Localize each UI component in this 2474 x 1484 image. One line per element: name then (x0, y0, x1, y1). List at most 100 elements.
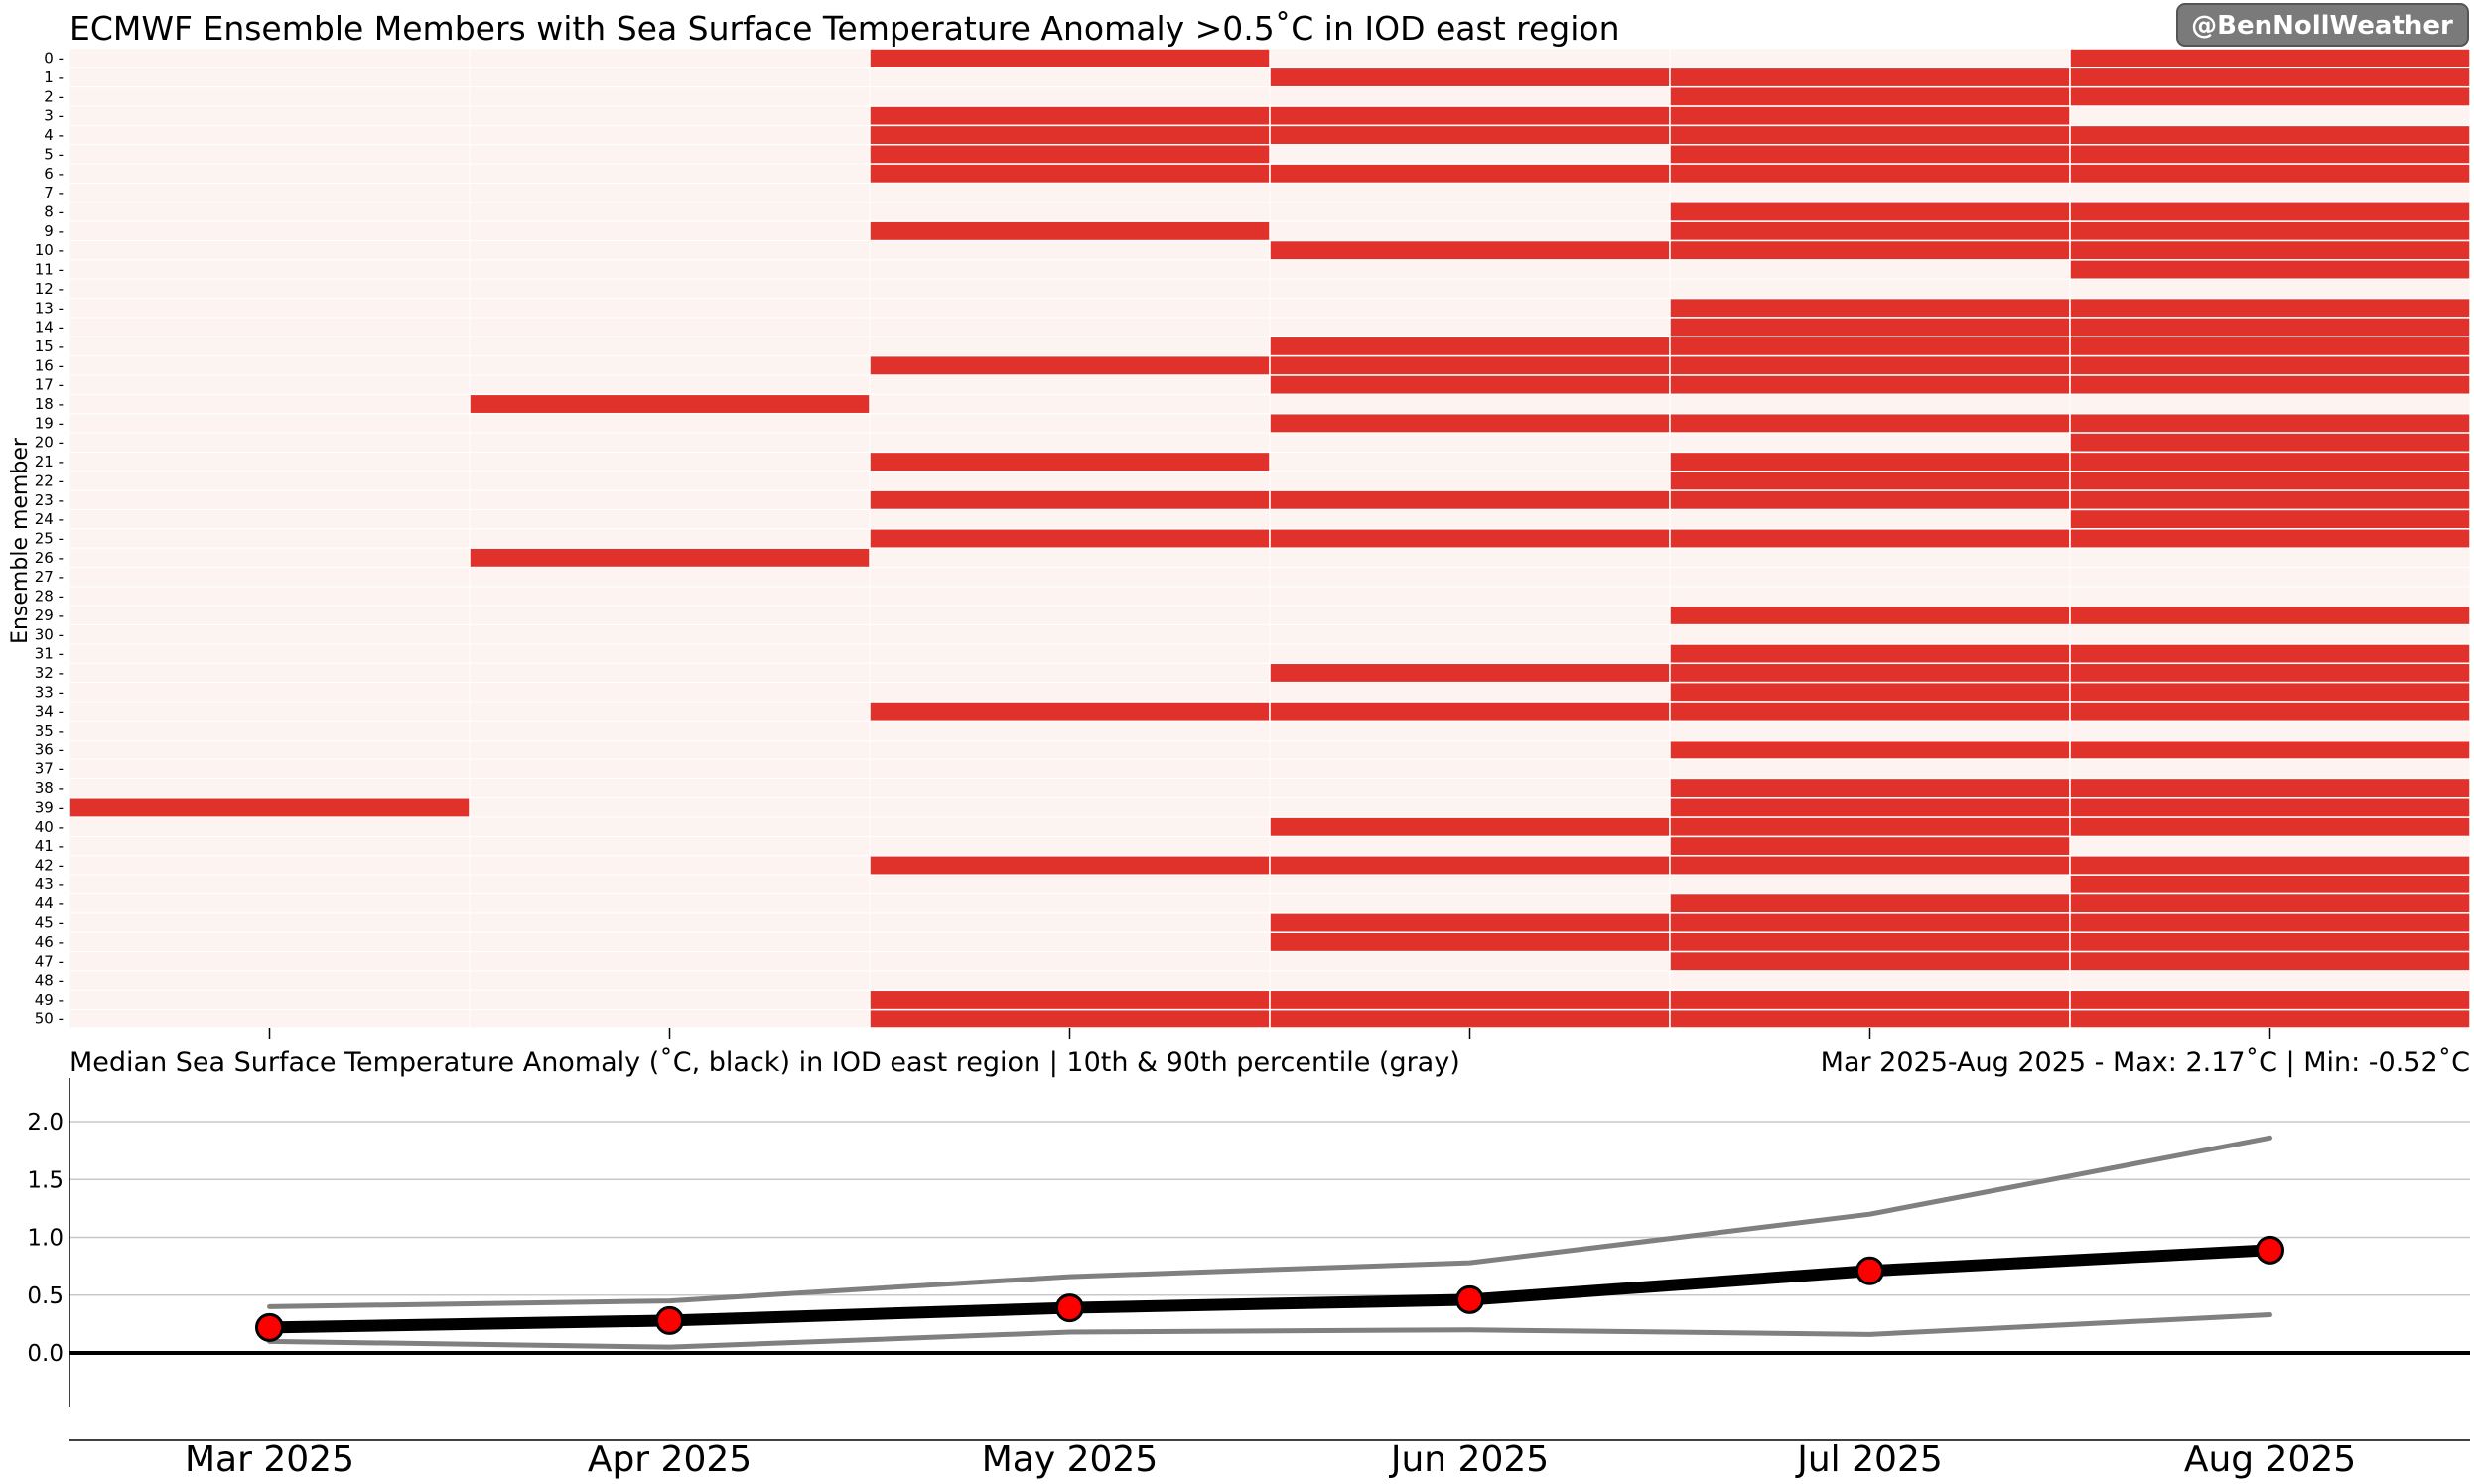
heatmap-cell (869, 298, 1271, 319)
heatmap-cell-exceed (1669, 124, 2071, 146)
heatmap-cell (1269, 86, 1671, 107)
heatmap-cell-exceed (1669, 931, 2071, 953)
heatmap-cell-exceed (869, 528, 1271, 549)
member-tick-label: 23 - (35, 491, 64, 509)
heatmap-cell (469, 278, 871, 300)
heatmap-cell-exceed (1269, 701, 1671, 723)
heatmap-cell (69, 624, 471, 645)
heatmap-cell (1269, 624, 1671, 645)
member-tick-label: 29 - (35, 607, 64, 624)
heatmap-cell (69, 912, 471, 933)
heatmap-cell (2069, 624, 2471, 645)
heatmap-cell (869, 835, 1271, 857)
heatmap-cell-exceed (2069, 317, 2471, 338)
heatmap-cell (2069, 720, 2471, 742)
heatmap-cell-exceed (2069, 67, 2471, 88)
heatmap-cell (69, 471, 471, 491)
heatmap-cell (469, 816, 871, 837)
member-tick-label: 24 - (35, 510, 64, 528)
heatmap-cell (1269, 278, 1671, 300)
heatmap-cell-exceed (1269, 354, 1671, 376)
heatmap-cell (469, 259, 871, 280)
line-ytick-labels: 0.0 0.5 1.0 1.5 2.0 (27, 1110, 64, 1367)
member-tick-label: 20 - (35, 434, 64, 452)
heatmap-cell (69, 586, 471, 607)
member-tick-label: 8 - (44, 203, 64, 221)
member-tick-label: 4 - (44, 126, 64, 144)
heatmap-cell (69, 567, 471, 588)
heatmap-cell (69, 951, 471, 972)
heatmap-cell (869, 259, 1271, 280)
heatmap-cell-exceed (869, 124, 1271, 146)
heatmap-cell (869, 740, 1271, 760)
member-tick-label: 37 - (35, 760, 64, 778)
heatmap-cell (69, 508, 471, 530)
badge: @BenNollWeather (2176, 3, 2469, 47)
heatmap-cell-exceed (2069, 777, 2471, 799)
heatmap-cell-exceed (2069, 912, 2471, 933)
heatmap-cell-exceed (1269, 855, 1671, 876)
line-xtick-label: Apr 2025 (588, 1439, 752, 1480)
heatmap-cell (469, 144, 871, 165)
heatmap-cell-exceed (2069, 163, 2471, 185)
heatmap-cell (469, 1009, 871, 1029)
heatmap-cell (469, 105, 871, 126)
heatmap-cell (2069, 278, 2471, 300)
heatmap-cell-exceed (2069, 874, 2471, 895)
heatmap-cell-exceed (2069, 931, 2471, 953)
heatmap-cell-exceed (1269, 374, 1671, 396)
heatmap-cell (1669, 48, 2071, 68)
heatmap-cell-exceed (869, 163, 1271, 185)
heatmap-cell-exceed (1669, 354, 2071, 376)
heatmap-cell (469, 720, 871, 742)
heatmap-cell-exceed (1269, 412, 1671, 434)
heatmap-cell-exceed (2069, 354, 2471, 376)
heatmap-cell (869, 816, 1271, 837)
heatmap-cell (1269, 182, 1671, 203)
heatmap-cell (469, 605, 871, 626)
line-xtick-label: Jul 2025 (1795, 1439, 1943, 1480)
heatmap-cell (869, 643, 1271, 664)
heatmap-cell (1269, 317, 1671, 337)
member-tick-label: 50 - (35, 1010, 64, 1027)
heatmap-cell-exceed (1669, 374, 2071, 396)
heatmap-cell-exceed (869, 989, 1271, 1011)
heatmap-cell-exceed (1669, 643, 2071, 665)
heatmap-cell (69, 816, 471, 837)
heatmap-cell (1269, 970, 1671, 991)
heatmap-cell (1269, 508, 1671, 530)
heatmap-cell (469, 970, 871, 991)
heatmap-cell-exceed (1669, 662, 2071, 684)
member-tick-label: 26 - (35, 549, 64, 567)
heatmap-cell (1269, 951, 1671, 972)
heatmap-cell-exceed (2069, 259, 2471, 280)
heatmap-cell-exceed (869, 144, 1271, 165)
heatmap-cell (1269, 567, 1671, 588)
heatmap-cell (469, 489, 871, 510)
heatmap-cell (1669, 278, 2071, 300)
heatmap-cell (869, 605, 1271, 626)
heatmap-cell (469, 471, 871, 491)
p90-line (267, 1135, 2272, 1309)
member-tick-label: 15 - (35, 337, 64, 355)
heatmap-cell-exceed (2069, 297, 2471, 319)
heatmap-cell-exceed (1269, 67, 1671, 88)
heatmap-cell (69, 220, 471, 242)
heatmap-cell-exceed (1669, 471, 2071, 491)
heatmap-cell-exceed (1669, 528, 2071, 549)
heatmap-cell (69, 855, 471, 876)
member-tick-label: 1 - (44, 68, 64, 86)
heatmap-cell (469, 298, 871, 319)
heatmap-cell-exceed (1669, 85, 2071, 107)
heatmap-cell (69, 682, 471, 703)
member-tick-label: 14 - (35, 319, 64, 337)
heatmap-cell-exceed (1269, 662, 1671, 684)
p10-line (267, 1312, 2272, 1350)
member-tick-label: 27 - (35, 568, 64, 586)
heatmap-cell (469, 893, 871, 914)
heatmap-cell (469, 508, 871, 530)
heatmap-cell-exceed (1269, 239, 1671, 261)
heatmap-cell (869, 567, 1271, 588)
heatmap-cell-exceed (2069, 989, 2471, 1011)
heatmap-cell (1669, 182, 2071, 203)
